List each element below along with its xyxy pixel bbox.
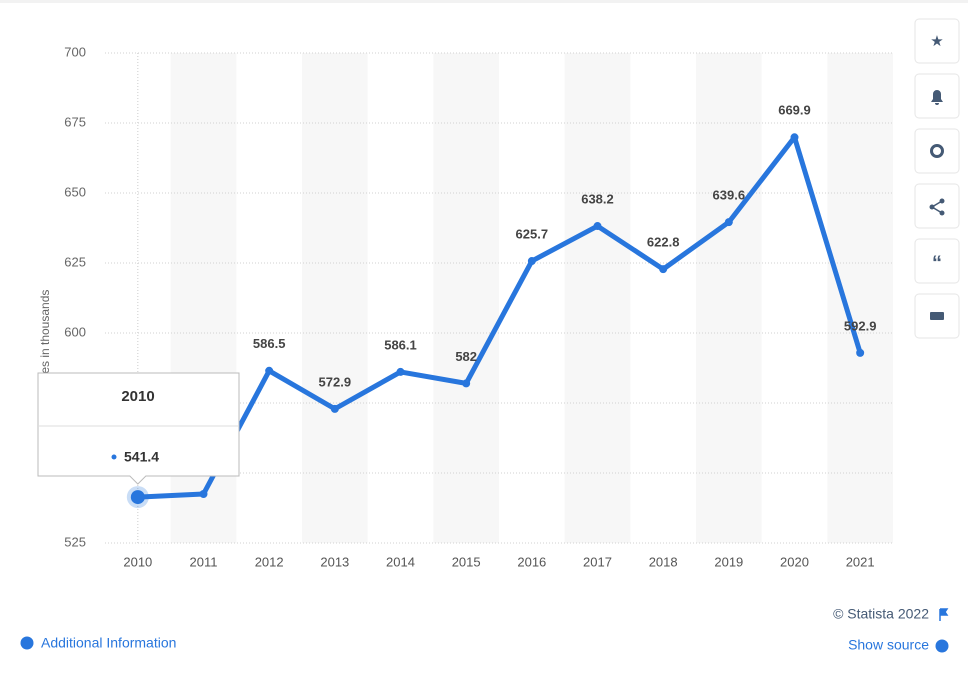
share-dot [939,198,945,204]
point [724,218,733,227]
settings-button[interactable] [914,128,960,174]
band [302,53,368,543]
point [265,366,274,375]
point [396,367,405,376]
x-tick-label: 2011 [190,554,218,569]
point [593,222,602,231]
y-tick-label: 700 [64,44,86,59]
point [130,490,145,505]
data-label: 586.1 [384,337,417,352]
data-label: 625.7 [516,226,549,241]
star-icon: ★ [930,33,943,50]
info-icon [20,636,34,650]
side-buttons[interactable]: ★ “ [914,18,960,339]
data-label: 622.8 [647,235,680,250]
tooltip-title: 2010 [121,388,154,405]
y-tick-label: 675 [64,114,86,129]
data-label: 639.6 [713,188,746,203]
x-tick-label: 2019 [714,554,743,569]
tooltip [37,372,240,485]
cite-button[interactable] [914,238,960,284]
point [856,348,865,357]
y-tick-label: 650 [64,184,86,199]
tooltip-dot [111,454,117,460]
share-button[interactable] [914,183,960,229]
data-label: 669.9 [778,103,811,118]
tooltip-value: 541.4 [124,449,159,465]
quote-icon: “ [932,252,942,274]
gear-icon [930,144,944,158]
share-dot [939,210,945,216]
data-label: 582 [455,349,477,364]
x-tick-label: 2020 [780,554,809,569]
x-tick-label: 2017 [583,554,612,569]
print-icon [930,312,944,320]
band [433,53,499,543]
data-label: 638.2 [581,191,614,206]
x-tick-label: 2018 [649,554,678,569]
x-tick-label: 2010 [123,554,152,569]
point [330,404,339,413]
x-tick-label: 2016 [517,554,546,569]
y-tick-label: 525 [64,534,86,549]
share-dot [929,204,935,210]
x-tick-label: 2014 [386,554,415,569]
y-tick-label: 625 [64,254,86,269]
bell-icon [931,90,943,105]
band [564,53,631,543]
point [790,133,799,142]
favorite-button[interactable] [914,18,960,64]
y-tick-label: 600 [64,324,86,339]
additional-information[interactable]: Additional Information [41,635,176,651]
data-label: 592.9 [844,318,877,333]
data-label: 586.5 [253,336,286,351]
copyright: © Statista 2022 [833,606,929,622]
point [527,257,536,266]
x-tick-label: 2021 [846,554,875,569]
x-tick-label: 2013 [320,554,349,569]
x-tick-label: 2012 [255,554,284,569]
top-bar [0,0,968,3]
show-source[interactable]: Show source [848,637,929,653]
point [659,265,668,274]
point [199,490,208,498]
point [462,379,471,388]
line [137,134,863,500]
flag-icon [939,608,949,621]
x-tick-label: 2015 [452,554,481,569]
data-label: 572.9 [319,374,352,389]
info-icon [935,639,949,653]
band [696,53,762,543]
band [827,53,893,543]
